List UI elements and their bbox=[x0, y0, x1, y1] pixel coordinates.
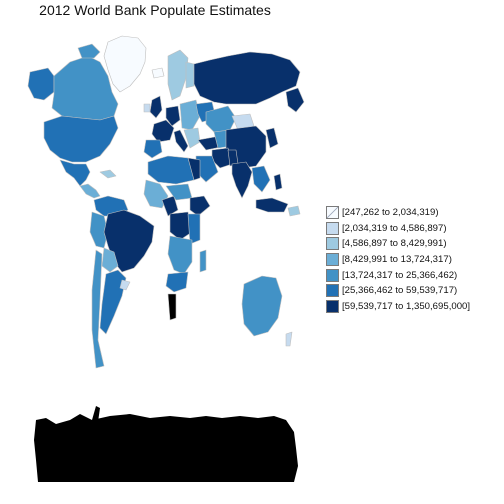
legend-swatch bbox=[326, 237, 339, 251]
region-united-states[interactable] bbox=[43, 115, 119, 163]
region-germany[interactable] bbox=[165, 105, 181, 127]
region-madagascar[interactable] bbox=[199, 249, 207, 273]
region-russia[interactable] bbox=[193, 51, 301, 105]
region-brazil[interactable] bbox=[103, 209, 155, 273]
legend-label: [25,366,462 to 59,539,717) bbox=[342, 285, 458, 297]
legend-item: [2,034,319 to 4,586,897) bbox=[326, 221, 470, 237]
legend-label: [8,429,991 to 13,724,317) bbox=[342, 254, 452, 266]
region-greenland[interactable] bbox=[103, 35, 147, 93]
legend-swatch bbox=[326, 221, 339, 235]
region-iceland[interactable] bbox=[151, 67, 165, 79]
legend-label: [13,724,317 to 25,366,462) bbox=[342, 269, 458, 281]
region-india[interactable] bbox=[231, 161, 253, 199]
region-korea-japan[interactable] bbox=[265, 127, 279, 149]
region-italy[interactable] bbox=[173, 129, 189, 153]
legend-label: [4,586,897 to 8,429,991) bbox=[342, 238, 447, 250]
region-philippines[interactable] bbox=[273, 173, 283, 191]
region-scandinavia[interactable] bbox=[167, 49, 189, 101]
region-southeast-asia[interactable] bbox=[251, 165, 271, 193]
region-united-kingdom[interactable] bbox=[149, 95, 163, 119]
region-eastern-europe[interactable] bbox=[179, 99, 201, 131]
region-south-africa[interactable] bbox=[165, 271, 189, 293]
legend-item: [4,586,897 to 8,429,991) bbox=[326, 236, 470, 252]
region-east-africa[interactable] bbox=[187, 213, 201, 245]
legend-item: [59,539,717 to 1,350,695,000] bbox=[326, 299, 470, 315]
region-papua[interactable] bbox=[287, 205, 301, 217]
region-nigeria[interactable] bbox=[161, 195, 179, 217]
legend-swatch bbox=[326, 253, 339, 267]
legend-item: [247,262 to 2,034,319) bbox=[326, 205, 470, 221]
region-ethiopia-horn[interactable] bbox=[189, 195, 211, 217]
legend-swatch bbox=[326, 268, 339, 282]
region-finland[interactable] bbox=[185, 61, 195, 89]
map-legend: [247,262 to 2,034,319) [2,034,319 to 4,58… bbox=[326, 205, 470, 314]
map-title: 2012 World Bank Populate Estimates bbox=[39, 2, 271, 18]
region-russia-east[interactable] bbox=[285, 87, 305, 113]
region-namibia-black[interactable] bbox=[167, 293, 177, 321]
legend-item: [25,366,462 to 59,539,717) bbox=[326, 283, 470, 299]
legend-swatch bbox=[326, 299, 339, 313]
legend-item: [13,724,317 to 25,366,462) bbox=[326, 267, 470, 283]
region-west-africa[interactable] bbox=[143, 179, 169, 209]
region-antarctic-peninsula bbox=[92, 406, 100, 422]
region-antarctica bbox=[34, 414, 298, 482]
region-indonesia[interactable] bbox=[255, 197, 289, 213]
region-canada-islands[interactable] bbox=[77, 43, 101, 59]
legend-label: [59,539,717 to 1,350,695,000] bbox=[342, 300, 471, 312]
region-iberia[interactable] bbox=[143, 139, 163, 159]
region-bolivia[interactable] bbox=[101, 247, 119, 273]
region-france[interactable] bbox=[151, 119, 175, 143]
region-central-america[interactable] bbox=[79, 183, 101, 199]
region-caribbean[interactable] bbox=[99, 169, 117, 179]
legend-swatch bbox=[326, 284, 339, 298]
region-argentina[interactable] bbox=[99, 269, 127, 335]
region-new-zealand[interactable] bbox=[285, 331, 293, 347]
region-alaska[interactable] bbox=[27, 67, 55, 101]
legend-item: [8,429,991 to 13,724,317) bbox=[326, 252, 470, 268]
legend-swatch bbox=[326, 206, 339, 220]
region-mexico[interactable] bbox=[59, 159, 91, 187]
legend-label: [2,034,319 to 4,586,897) bbox=[342, 222, 447, 234]
region-egypt[interactable] bbox=[187, 157, 201, 181]
region-southern-africa[interactable] bbox=[167, 235, 193, 275]
region-central-africa[interactable] bbox=[169, 211, 193, 241]
region-ireland[interactable] bbox=[143, 103, 151, 113]
legend-label: [247,262 to 2,034,319) bbox=[342, 207, 439, 219]
region-chile[interactable] bbox=[91, 249, 105, 369]
region-uruguay[interactable] bbox=[119, 279, 131, 291]
region-australia[interactable] bbox=[241, 275, 283, 337]
